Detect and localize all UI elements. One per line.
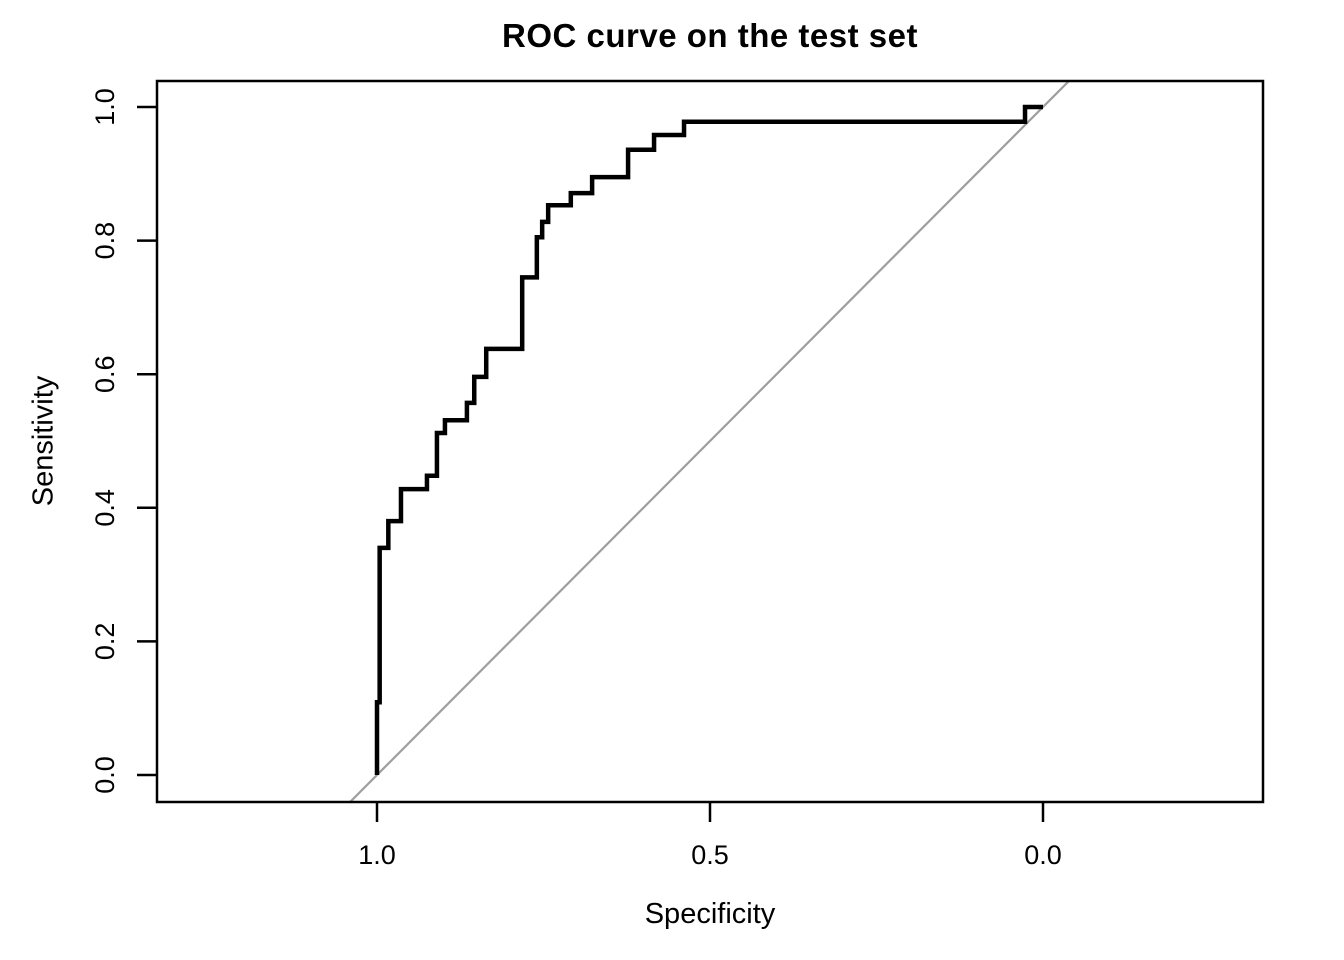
y-tick-label: 0.2	[90, 623, 120, 661]
x-tick-label: 0.5	[691, 840, 729, 870]
chart-title: ROC curve on the test set	[502, 17, 918, 54]
y-tick-label: 0.6	[90, 355, 120, 393]
x-tick-label: 0.0	[1024, 840, 1062, 870]
y-axis-label: Sensitivity	[27, 375, 60, 507]
x-axis-label: Specificity	[644, 898, 776, 930]
y-tick-label: 0.8	[90, 222, 120, 260]
y-tick-label: 0.0	[90, 756, 120, 794]
roc-curve-line	[374, 104, 1043, 775]
y-tick-label: 0.4	[90, 489, 120, 527]
chance-diagonal-line	[348, 81, 1070, 802]
x-tick-label: 1.0	[358, 840, 396, 870]
y-tick-label: 1.0	[90, 88, 120, 126]
